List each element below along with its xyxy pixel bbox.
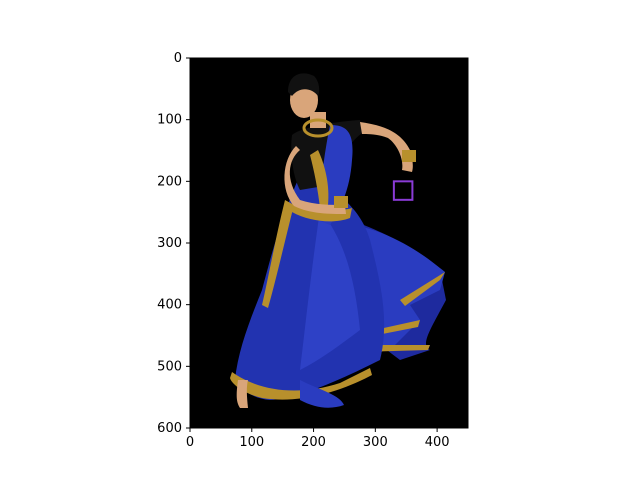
y-axis-ticks: 0 100 200 300 400 500 600: [157, 51, 190, 436]
skirt-border-right-2: [372, 320, 420, 336]
x-axis-ticks: 0 100 200 300 400: [186, 428, 450, 450]
dancer-figure: [230, 73, 446, 408]
drape-left: [262, 200, 294, 308]
skirt-hem-border: [230, 368, 372, 400]
annotation-marker: [392, 180, 414, 201]
skirt-highlight: [300, 210, 360, 370]
bangles-left: [334, 196, 348, 208]
y-tick-label: 500: [157, 359, 182, 374]
x-tick-label: 100: [239, 435, 264, 450]
axes: 0 100 200 300 400 0 100 200 300 400 500 600: [157, 51, 469, 450]
y-tick-label: 600: [157, 421, 182, 436]
leg: [236, 380, 248, 408]
x-tick-label: 400: [425, 435, 450, 450]
bangles-right: [402, 150, 416, 162]
hair: [288, 73, 320, 96]
skirt-main: [235, 175, 385, 400]
y-tick-label: 0: [174, 51, 182, 66]
y-tick-label: 300: [157, 236, 182, 251]
y-tick-label: 100: [157, 113, 182, 128]
y-tick-label: 400: [157, 298, 182, 313]
necklace: [302, 118, 334, 138]
y-tick-label: 200: [157, 174, 182, 189]
skirt-border-right: [400, 272, 445, 306]
x-tick-label: 0: [186, 435, 194, 450]
sari-gold-border: [310, 150, 329, 208]
skirt-lower-fold: [300, 380, 344, 408]
arm-right: [360, 122, 413, 172]
x-tick-label: 200: [301, 435, 326, 450]
x-tick-label: 300: [363, 435, 388, 450]
